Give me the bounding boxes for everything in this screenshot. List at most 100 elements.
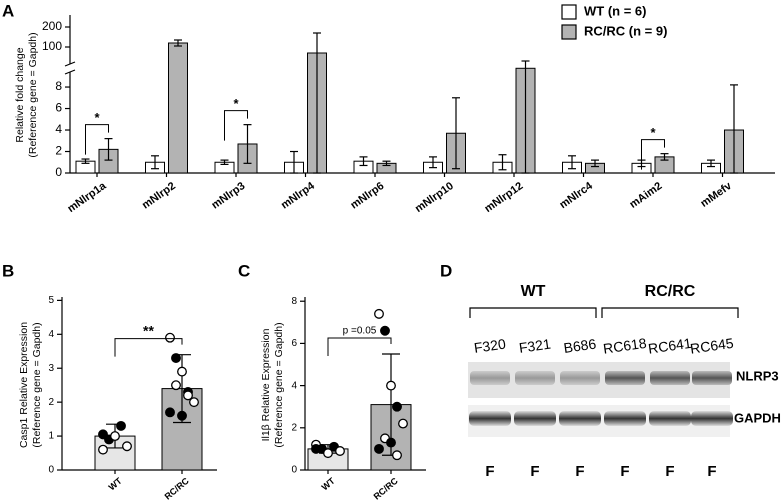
nlrp3-band <box>605 371 645 385</box>
data-point <box>311 443 321 454</box>
data-point <box>177 410 187 421</box>
band-label: GAPDH <box>734 410 781 425</box>
significance-label: * <box>650 125 656 140</box>
data-point <box>398 418 408 429</box>
y-tick-label: 6 <box>55 101 62 115</box>
lane-label: F <box>707 463 716 480</box>
sample-label: RC641 <box>647 335 693 357</box>
data-point <box>165 332 175 343</box>
data-point <box>323 448 333 459</box>
x-tick-label: mNlrc4 <box>557 180 595 212</box>
x-tick-label: RC/RC <box>163 475 192 501</box>
legend-swatch <box>561 4 577 20</box>
y-tick-label: 4 <box>55 122 62 136</box>
x-tick-label: RC/RC <box>372 475 401 501</box>
y-tick-label: 0 <box>48 465 54 476</box>
x-tick-label: mNlrp12 <box>482 180 525 215</box>
data-point <box>110 431 120 442</box>
data-point <box>98 429 108 440</box>
bar <box>168 42 188 174</box>
data-point <box>98 444 108 455</box>
y-tick-label: 0 <box>55 165 62 179</box>
gapdh-band <box>559 411 601 426</box>
lane-label: F <box>620 463 629 480</box>
data-point <box>122 441 132 452</box>
data-point <box>165 407 175 418</box>
group-bracket <box>601 307 739 318</box>
significance-label: p =0.05 <box>343 326 377 337</box>
x-tick-label: mNlrp3 <box>209 180 247 212</box>
y-tick-label: 6 <box>291 338 297 349</box>
data-point <box>386 437 396 448</box>
lane-label: F <box>575 463 584 480</box>
significance-bracket <box>224 110 248 141</box>
sample-label: B686 <box>563 335 598 355</box>
y-tick-label: 8 <box>55 79 62 93</box>
nlrp3-band <box>650 371 690 385</box>
y-tick-label: 5 <box>48 295 54 306</box>
y-axis-label: Relative fold change <box>14 47 26 142</box>
band-label: NLRP3 <box>736 368 779 383</box>
x-tick-label: mAim2 <box>627 180 664 211</box>
y-axis-label: (Reference gene = Gapdh) <box>273 322 285 447</box>
data-point <box>171 353 181 364</box>
sample-label: RC618 <box>602 335 648 357</box>
y-tick-label: 3 <box>48 363 54 374</box>
significance-label: * <box>233 96 239 111</box>
panel-letter: A <box>2 1 14 20</box>
y-tick-label: 0 <box>291 465 297 476</box>
y-tick-label: 2 <box>55 144 62 158</box>
y-tick-label: 4 <box>48 329 54 340</box>
data-point <box>392 450 402 461</box>
data-point <box>183 390 193 401</box>
y-tick-label: 8 <box>291 296 297 307</box>
sample-label: F321 <box>518 336 552 356</box>
y-tick-label: 2 <box>48 397 54 408</box>
data-point <box>380 325 390 336</box>
significance-bracket <box>85 124 109 155</box>
x-tick-label: mNlrp1a <box>65 180 109 216</box>
gapdh-band <box>469 411 511 426</box>
data-point <box>374 308 384 319</box>
nlrp3-band <box>560 371 600 385</box>
group-label: RC/RC <box>645 283 696 300</box>
lane-label: F <box>485 463 494 480</box>
nlrp3-band <box>515 371 555 385</box>
gapdh-band <box>649 411 691 426</box>
x-tick-label: mNlrp10 <box>413 180 456 215</box>
data-point <box>177 366 187 377</box>
data-point <box>189 397 199 408</box>
nlrp3-band <box>692 371 732 385</box>
x-tick-label: mNlrp4 <box>279 180 318 212</box>
group-bracket <box>469 307 597 318</box>
y-tick-label: 2 <box>291 422 297 433</box>
y-axis-label: Il1β Relative Expression <box>260 328 272 441</box>
data-point <box>374 443 384 454</box>
lane-label: F <box>530 463 539 480</box>
y-tick-label: 1 <box>48 431 54 442</box>
panel-letter: B <box>2 261 14 280</box>
panel-letter: D <box>440 261 452 280</box>
data-point <box>335 446 345 456</box>
sample-label: F320 <box>473 336 507 356</box>
x-tick-label: mMefv <box>698 180 734 210</box>
significance-label: * <box>94 110 100 125</box>
data-point <box>386 380 396 391</box>
data-point <box>171 380 181 391</box>
group-label: WT <box>521 283 546 300</box>
significance-bracket <box>114 338 183 357</box>
gapdh-band <box>691 411 733 426</box>
y-tick-label: 200 <box>42 19 62 33</box>
legend-label: WT (n = 6) <box>584 3 646 18</box>
y-axis-label: (Reference gene = Gapdh) <box>27 32 39 157</box>
lane-label: F <box>665 463 674 480</box>
nlrp3-band <box>470 371 510 385</box>
y-axis-label: (Reference gene = Gapdh) <box>31 322 43 447</box>
x-tick-label: mNlrp2 <box>140 180 178 212</box>
x-tick-label: WT <box>320 475 338 492</box>
y-tick-label: 4 <box>291 380 297 391</box>
x-tick-label: WT <box>107 475 125 492</box>
y-axis-label: Casp1 Relative Expression <box>18 322 30 448</box>
axis-break <box>64 61 76 67</box>
